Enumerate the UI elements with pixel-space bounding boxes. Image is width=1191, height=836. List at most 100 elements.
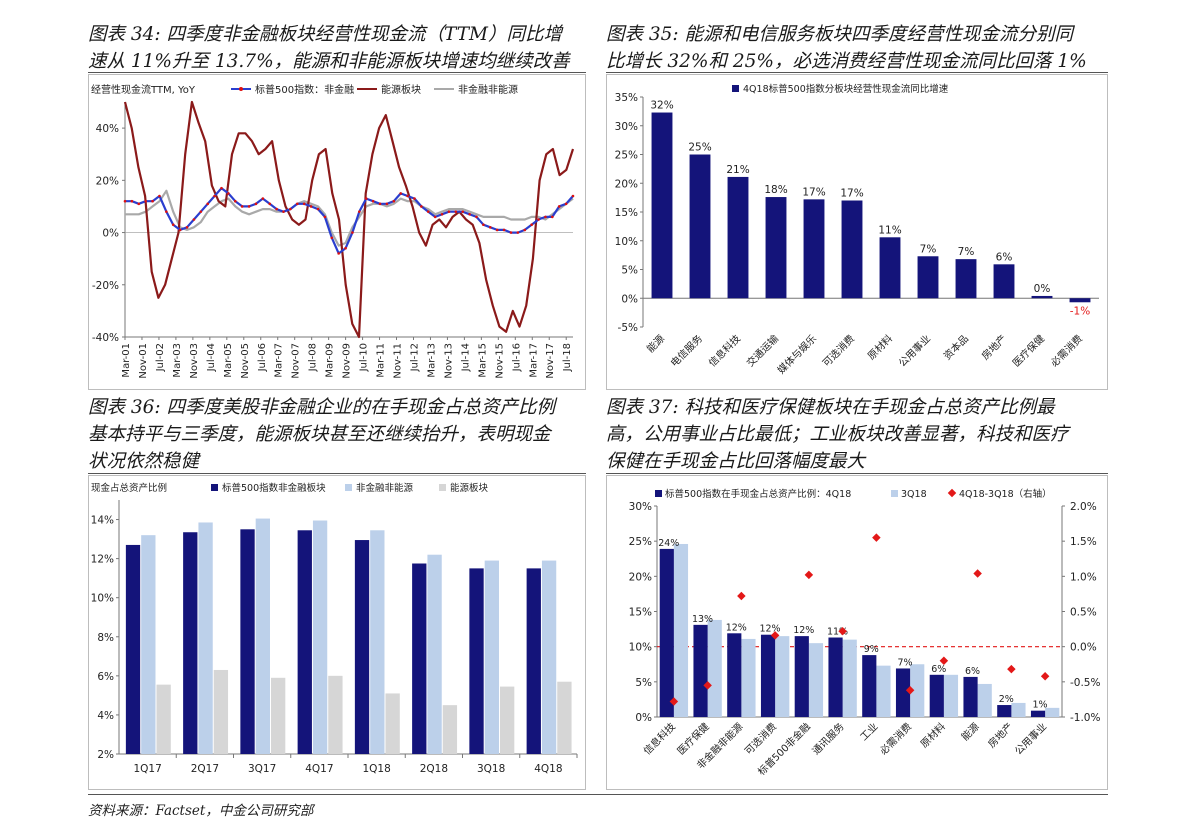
chart-36: 现金占总资产比例 标普500指数非金融板块 非金融非能源 能源板块 2% 4% 6% 8% 10…	[91, 482, 578, 775]
bar	[141, 535, 156, 754]
data-point	[123, 199, 127, 203]
source-note: 资料来源：Factset，中金公司研究部	[88, 803, 314, 819]
bar	[808, 643, 824, 717]
data-point	[557, 205, 561, 208]
x-tick-label: 必需消费	[1048, 332, 1085, 369]
x-tick-label: 公用事业	[896, 332, 933, 369]
data-point	[275, 207, 278, 211]
data-point	[475, 215, 478, 219]
data-point	[289, 207, 292, 211]
data-point	[302, 202, 306, 206]
data-point	[537, 218, 540, 221]
y-tick-label: 20%	[615, 178, 638, 190]
bar	[794, 636, 809, 717]
data-label: 17%	[840, 188, 863, 200]
data-point	[364, 197, 368, 200]
legend-label: 非金融非能源	[356, 482, 414, 494]
series-line	[123, 100, 575, 339]
x-tick-label: Mar-01	[121, 343, 132, 378]
legend-label: 3Q18	[901, 489, 927, 500]
bar	[895, 668, 911, 717]
data-point	[316, 207, 320, 211]
caption-line: 比增长 32%和 25%，必选消费经营性现金流同比回落 1%	[606, 51, 1087, 72]
x-tick-label: Mar-15	[477, 343, 488, 378]
diamond-marker	[872, 533, 881, 542]
caption-rule	[88, 72, 586, 73]
bar	[963, 676, 978, 717]
x-tick-label: Jul-16	[511, 343, 522, 372]
bar	[541, 560, 557, 754]
bar	[876, 665, 891, 717]
y-tick-label: 5%	[635, 677, 652, 689]
data-label: -1%	[1070, 305, 1090, 317]
data-point	[144, 199, 147, 203]
x-tick-label: 信息科技	[641, 720, 678, 757]
x-tick-label: 医疗保健	[1010, 332, 1047, 369]
data-point	[392, 199, 396, 203]
x-tick-label: Mar-07	[274, 343, 285, 378]
data-point	[509, 231, 513, 234]
data-label: 6%	[931, 664, 946, 675]
x-tick-label: 可选消费	[820, 332, 857, 369]
figure-35-caption: 图表 35: 能源和电信服务板块四季度经营性现金流分别同 比增长 32%和 25…	[606, 21, 1111, 75]
data-point	[447, 210, 451, 213]
caption-line: 速从 11%升至 13.7%，能源和非能源板块增速均继续改善	[88, 51, 570, 72]
data-point	[358, 210, 361, 213]
data-point	[254, 202, 258, 206]
data-point	[516, 231, 520, 234]
x-tick-label: 必需消费	[877, 720, 914, 757]
figure-36-caption: 图表 36: 四季度美股非金融企业的在手现金占总资产比例 基本持平与三季度，能源…	[88, 394, 593, 475]
x-tick-label: Nov-07	[291, 343, 302, 379]
caption-line: 高，公用事业占比最低；工业板块改善显著，科技和医疗	[606, 424, 1069, 445]
figure-34-caption: 图表 34: 四季度非金融板块经营性现金流（TTM）同比增 速从 11%升至 1…	[88, 21, 593, 75]
x-tick-label: 2Q17	[191, 763, 219, 775]
bar	[917, 256, 939, 299]
data-label: 32%	[650, 100, 673, 112]
data-label: 7%	[958, 246, 975, 258]
y-tick-label: 5%	[621, 265, 638, 277]
data-label: 6%	[965, 666, 980, 677]
legend-swatch	[732, 85, 739, 92]
x-tick-label: Mar-09	[325, 343, 336, 378]
chart-35-panel: 4Q18标普500指数分板块经营性现金流同比增速 -5% 0% 5% 10% 15% 20%…	[606, 74, 1108, 390]
data-point	[337, 252, 340, 255]
bar	[370, 530, 385, 754]
legend-label: 标普500指数在手现金占总资产比例：4Q18	[665, 488, 851, 500]
y-tick-label: 2%	[97, 749, 114, 761]
caption-line: 图表 34: 四季度非金融板块经营性现金流（TTM）同比增	[88, 24, 563, 45]
bar	[312, 520, 328, 754]
x-tick-label: 能源	[958, 720, 981, 743]
legend-label: 能源板块	[381, 83, 421, 96]
data-point	[137, 202, 141, 206]
data-label: 9%	[864, 644, 879, 655]
y-tick-label: 20%	[629, 571, 652, 583]
caption-line: 图表 37: 科技和医疗保健板块在手现金占总资产比例最	[606, 397, 1055, 418]
x-tick-label: 原材料	[918, 720, 948, 750]
data-point	[220, 186, 223, 190]
data-point	[178, 228, 182, 232]
caption-rule	[88, 473, 586, 474]
x-tick-label: Nov-03	[189, 343, 200, 379]
x-tick-label: Jul-10	[359, 343, 370, 372]
bar	[1011, 702, 1026, 717]
y2-tick-label: 0.0%	[1070, 642, 1097, 654]
legend-label: 4Q18标普500指数分板块经营性现金流同比增速	[743, 83, 949, 95]
bar	[760, 634, 776, 717]
bar	[125, 544, 141, 754]
legend-swatch	[211, 484, 218, 491]
caption-line: 状况依然稳健	[88, 451, 200, 472]
data-point	[571, 194, 575, 198]
data-point	[420, 205, 423, 208]
data-label: 18%	[764, 184, 787, 196]
diamond-marker	[838, 626, 847, 636]
data-point	[206, 202, 210, 206]
data-point	[530, 223, 533, 227]
chart-36-panel: 现金占总资产比例 标普500指数非金融板块 非金融非能源 能源板块 2% 4% 6% 8% 10…	[88, 475, 586, 790]
bar	[659, 548, 674, 717]
data-point	[282, 210, 285, 213]
data-point	[199, 210, 203, 213]
legend-marker	[947, 488, 957, 498]
chart-35: 4Q18标普500指数分板块经营性现金流同比增速 -5% 0% 5% 10% 15% 20%…	[615, 83, 1099, 376]
bar	[977, 683, 992, 717]
y-tick-label: -20%	[92, 280, 119, 292]
